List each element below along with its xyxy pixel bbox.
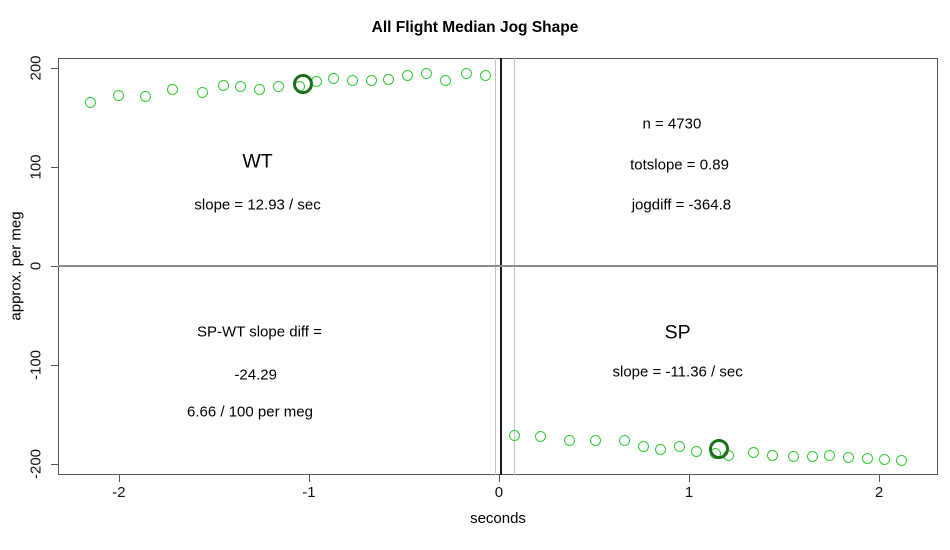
highlight-ring-SP (709, 439, 730, 460)
data-point-WT (328, 73, 340, 85)
annotation-text: 6.66 / 100 per meg (186, 403, 313, 421)
x-tick-label: -1 (302, 484, 316, 501)
chart-title: All Flight Median Jog Shape (371, 19, 579, 36)
y-tick (51, 67, 58, 70)
y-tick-label: 200 (27, 55, 45, 81)
annotation-text: totslope = 0.89 (630, 156, 729, 174)
data-point-SP (508, 429, 520, 441)
data-point-WT (480, 70, 492, 82)
data-point-WT (347, 75, 359, 87)
y-tick-label: -200 (27, 449, 45, 480)
annotation-text: jogdiff = -364.8 (631, 196, 732, 214)
data-point-SP (788, 450, 800, 462)
data-point-SP (691, 445, 703, 457)
data-point-SP (767, 449, 779, 461)
y-tick (51, 464, 58, 466)
annotation-text: -24.29 (234, 366, 277, 384)
data-point-SP (862, 452, 874, 464)
data-point-SP (896, 454, 908, 466)
y-tick-label: -100 (27, 350, 45, 381)
data-point-SP (807, 450, 819, 462)
data-point-SP (535, 430, 547, 442)
data-point-WT (166, 84, 178, 96)
y-tick (51, 365, 58, 367)
annotation-text: SP-WT slope diff = (196, 323, 322, 341)
annotation-text: SP (664, 321, 691, 344)
data-point-SP (590, 434, 602, 446)
x-tick (689, 475, 691, 482)
data-point-WT (421, 68, 433, 80)
data-point-SP (563, 434, 575, 446)
data-point-SP (824, 449, 836, 461)
data-point-WT (366, 75, 378, 87)
data-point-SP (879, 453, 891, 465)
reference-hline (58, 265, 938, 267)
data-point-WT (196, 87, 208, 99)
data-point-WT (440, 75, 452, 87)
data-point-WT (272, 81, 284, 93)
x-tick-label: -2 (112, 484, 126, 501)
data-point-WT (234, 81, 246, 93)
y-tick (51, 166, 58, 169)
x-tick-label: 0 (494, 484, 504, 501)
highlight-ring-WT (293, 73, 314, 94)
data-point-SP (618, 434, 630, 446)
x-axis-label: seconds (470, 510, 526, 527)
data-point-SP (655, 443, 666, 455)
annotation-text: WT (242, 150, 273, 173)
y-tick (51, 266, 58, 268)
annotation-text: slope = -11.36 / sec (612, 363, 743, 381)
annotation-text: slope = 12.93 / sec (194, 196, 321, 214)
x-tick (498, 475, 501, 482)
y-axis-label: approx. per meg (7, 211, 25, 321)
data-point-WT (253, 84, 265, 96)
data-point-SP (674, 440, 685, 452)
x-tick (308, 475, 311, 482)
x-tick (879, 475, 881, 482)
data-point-WT (84, 97, 96, 109)
data-point-SP (843, 451, 855, 463)
x-tick (118, 475, 120, 482)
data-point-SP (637, 440, 649, 452)
y-tick-label: 100 (27, 154, 45, 180)
data-point-WT (402, 70, 414, 82)
x-tick-label: 1 (684, 484, 694, 501)
y-tick-label: 0 (27, 261, 45, 271)
data-point-WT (383, 74, 395, 86)
data-point-WT (461, 68, 473, 80)
data-point-WT (139, 91, 151, 103)
x-tick-label: 2 (874, 484, 884, 501)
data-point-WT (113, 90, 125, 102)
data-point-WT (217, 80, 229, 92)
annotation-text: n = 4730 (642, 115, 702, 133)
data-point-SP (748, 446, 760, 458)
